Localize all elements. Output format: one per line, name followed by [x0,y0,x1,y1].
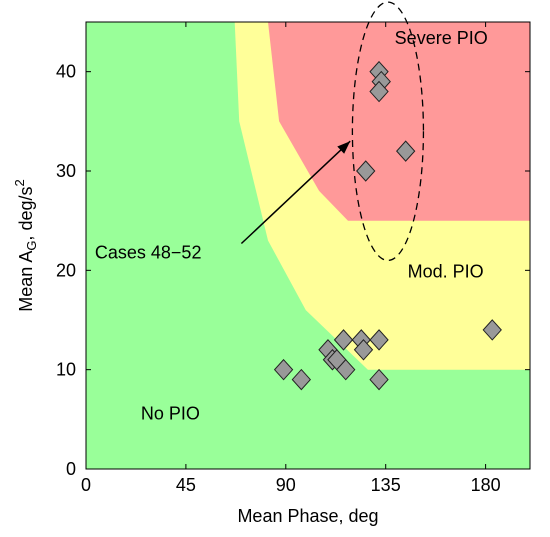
data-point [369,80,389,103]
region-labels: No PIO Mod. PIO Severe PIO [141,28,488,423]
data-point [369,368,389,391]
y-tick-label: 40 [56,62,76,82]
data-point [333,329,354,351]
y-tick-label: 0 [66,459,76,479]
severe-pio-region [268,22,530,221]
data-point [482,319,502,341]
axes-frame [85,21,531,470]
annotation: Cases 48−52 [95,1,425,262]
data-point [396,140,416,162]
x-tick-label: 135 [371,475,401,495]
y-axis-label-subscript: G [24,241,39,251]
annotation-arrow-line [240,140,351,245]
x-tick-label: 45 [176,475,196,495]
y-tick-label: 30 [56,161,76,181]
data-point [369,329,389,351]
region-label: Mod. PIO [408,261,484,281]
y-tick-label: 10 [56,360,76,380]
axis-ticks: 0 45 90 135 180 0 10 20 30 40 [56,22,530,495]
region-label: No PIO [141,403,200,423]
data-point [291,368,312,391]
y-axis-label-rest: , deg/s [16,187,36,241]
annotation-arrow-head [337,141,351,154]
y-axis-label-superscript: 2 [12,179,27,186]
dashed-ellipse [351,1,425,262]
y-axis-label-main: Mean A [16,251,36,312]
x-tick-label: 0 [81,475,91,495]
x-axis-label: Mean Phase, deg [237,506,378,526]
plot-area [86,22,530,469]
data-point [353,339,374,361]
y-axis-label: Mean AG, deg/s2 [12,179,39,311]
x-tick-label: 90 [276,475,296,495]
region-label: Severe PIO [395,28,488,48]
annotation-text: Cases 48−52 [95,242,202,262]
x-tick-label: 180 [471,475,501,495]
data-point [273,358,294,381]
data-point [336,358,356,381]
data-point [356,160,376,182]
axis-labels: Mean Phase, deg Mean AG, deg/s2 [12,179,379,526]
data-points [273,60,502,391]
y-tick-label: 20 [56,260,76,280]
